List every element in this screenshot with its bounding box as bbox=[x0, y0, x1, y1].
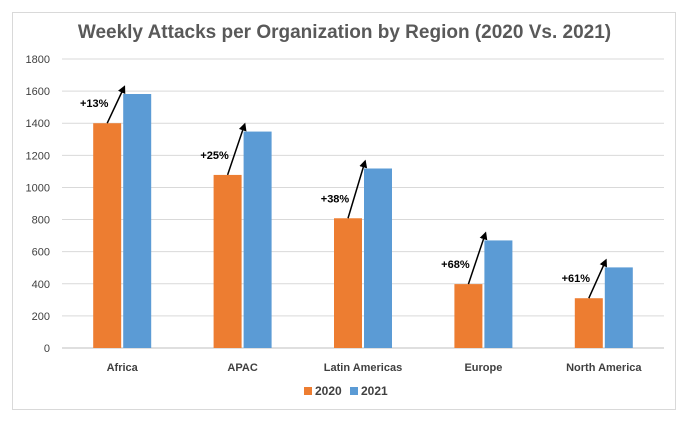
y-tick-label: 1200 bbox=[26, 150, 50, 162]
bar-2021 bbox=[123, 94, 152, 348]
legend-swatch-2020 bbox=[304, 387, 312, 395]
x-category-label: Latin Americas bbox=[324, 362, 402, 374]
bar-2021 bbox=[484, 240, 513, 348]
growth-annotation: +25% bbox=[200, 150, 229, 162]
x-category-label: Europe bbox=[464, 362, 502, 374]
x-category-label: APAC bbox=[227, 362, 257, 374]
bar-2021 bbox=[604, 267, 633, 348]
growth-arrow bbox=[226, 122, 247, 176]
y-tick-label: 200 bbox=[32, 311, 50, 323]
y-tick-label: 0 bbox=[44, 343, 50, 355]
bar-2020 bbox=[454, 284, 483, 348]
growth-arrow bbox=[347, 159, 368, 219]
bar-2020 bbox=[213, 174, 242, 348]
x-category-label: North America bbox=[566, 362, 642, 374]
bar-2020 bbox=[334, 218, 362, 348]
y-tick-label: 400 bbox=[32, 279, 50, 291]
growth-arrow bbox=[106, 85, 126, 124]
growth-annotation: +38% bbox=[321, 193, 350, 205]
x-category-label: Africa bbox=[107, 362, 139, 374]
growth-annotation: +68% bbox=[441, 259, 470, 271]
growth-annotation: +13% bbox=[80, 98, 109, 110]
bar-2021 bbox=[243, 131, 272, 348]
bar-2020 bbox=[93, 123, 122, 348]
y-tick-label: 1400 bbox=[26, 118, 50, 130]
bar-2021 bbox=[364, 168, 392, 348]
growth-arrow bbox=[467, 231, 488, 285]
legend-label-2021: 2021 bbox=[361, 384, 388, 398]
legend-swatch-2021 bbox=[350, 387, 358, 395]
bar-2020 bbox=[574, 298, 603, 348]
y-tick-label: 1600 bbox=[26, 86, 50, 98]
growth-annotation: +61% bbox=[562, 273, 591, 285]
chart-title: Weekly Attacks per Organization by Regio… bbox=[77, 22, 612, 43]
growth-arrow bbox=[588, 258, 607, 299]
legend-label-2020: 2020 bbox=[315, 384, 342, 398]
y-tick-label: 1000 bbox=[26, 182, 50, 194]
y-tick-label: 800 bbox=[32, 215, 50, 227]
y-tick-label: 600 bbox=[32, 247, 50, 259]
y-tick-label: 1800 bbox=[26, 54, 50, 66]
